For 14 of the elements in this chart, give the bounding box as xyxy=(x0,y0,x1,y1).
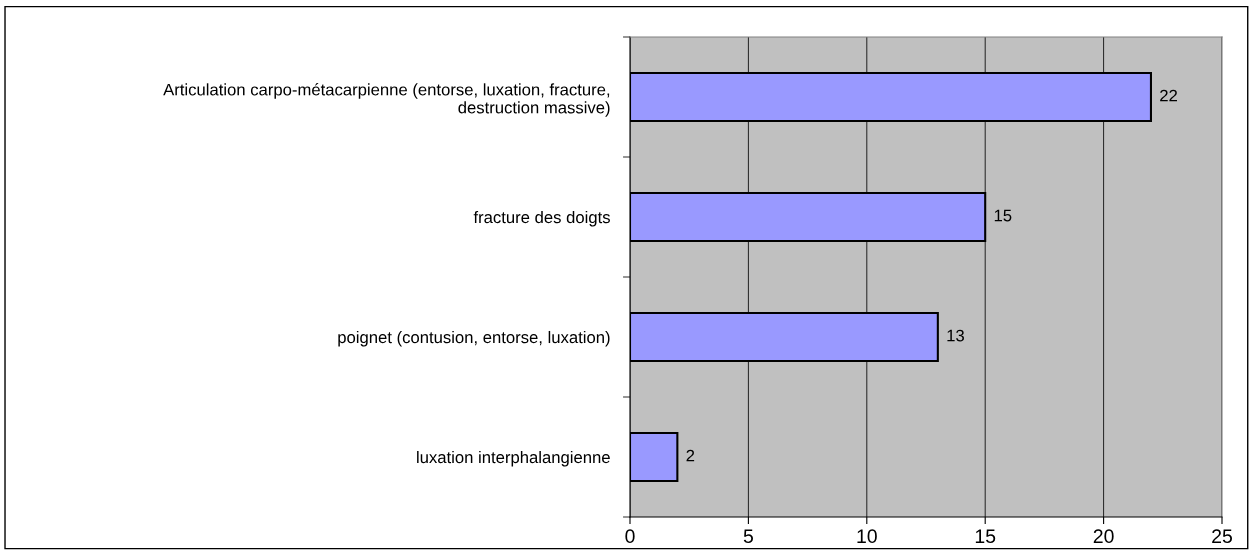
data-label: 22 xyxy=(1160,89,1177,102)
y-tick-label: luxation interphalangienne xyxy=(417,450,610,467)
x-tick-label: 5 xyxy=(743,529,753,544)
data-label: 15 xyxy=(994,209,1012,222)
data-label: 13 xyxy=(947,329,964,342)
x-tick-label: 20 xyxy=(1093,529,1114,544)
x-tick-label: 25 xyxy=(1212,529,1232,544)
y-tick-label: Articulation carpo-métacarpienne (entorse, luxation, fracture, destruction massive) xyxy=(163,83,610,117)
y-tick-label: poignet (contusion, entorse, luxation) xyxy=(338,330,610,347)
x-tick-label: 0 xyxy=(625,529,635,544)
data-label: 2 xyxy=(686,449,695,462)
x-tick-label: 10 xyxy=(857,529,877,544)
y-tick-label: fracture des doigts xyxy=(473,210,610,227)
x-tick-label: 15 xyxy=(975,529,996,544)
